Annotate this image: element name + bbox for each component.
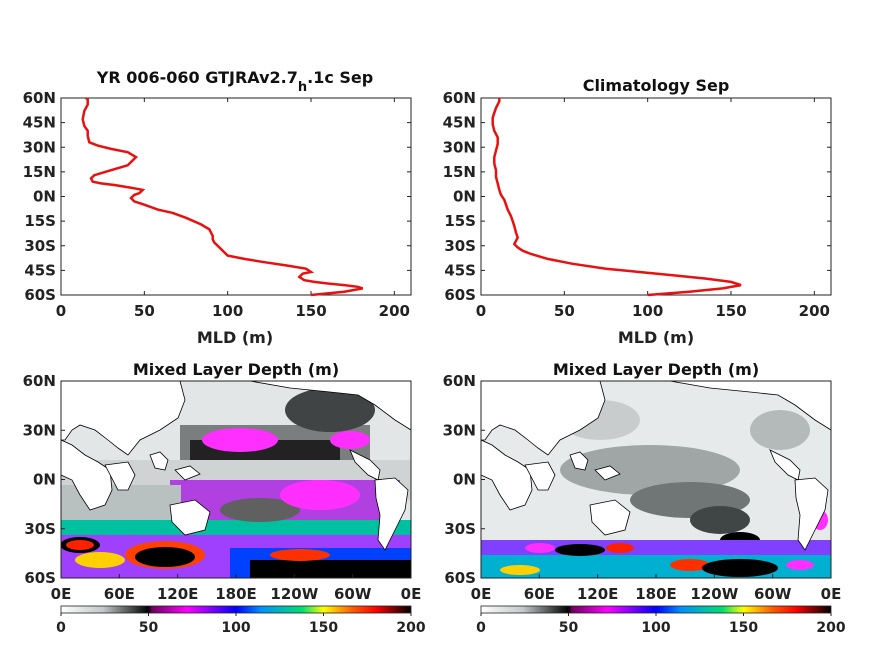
colorbar-tick-label: 100 [221, 620, 250, 636]
lon-tick-label: 120E [157, 585, 199, 603]
colorbar-tick-label: 0 [476, 620, 486, 636]
x-tick-label: 100 [212, 302, 243, 320]
colorbar-tick-label: 50 [559, 620, 579, 636]
lat-tick-label: 30S [444, 520, 476, 538]
y-tick-label: 45N [443, 114, 476, 132]
x-tick-label: 150 [715, 302, 746, 320]
map-title: Mixed Layer Depth (m) [553, 360, 759, 379]
plot-area [60, 97, 412, 296]
lat-tick-label: 60S [444, 569, 476, 587]
y-tick-label: 15S [444, 212, 476, 230]
y-tick-label: 60N [443, 89, 476, 107]
y-tick-label: 45N [23, 114, 56, 132]
lat-tick-label: 0N [453, 471, 476, 489]
x-tick-label: 100 [632, 302, 663, 320]
colorbar-tick-label: 200 [816, 620, 845, 636]
y-tick-label: 30N [23, 138, 56, 156]
lat-tick-label: 30N [443, 421, 476, 439]
x-tick-label: 150 [295, 302, 326, 320]
lon-tick-label: 0E [821, 585, 842, 603]
map-title: Mixed Layer Depth (m) [133, 360, 339, 379]
chart-title: Climatology Sep [583, 76, 730, 95]
land-mask [61, 381, 411, 551]
y-tick-label: 0N [33, 188, 56, 206]
x-tick-label: 50 [134, 302, 155, 320]
mld-map [481, 381, 831, 578]
land-mask [481, 381, 831, 551]
lon-tick-label: 120W [270, 585, 318, 603]
lon-tick-label: 60W [334, 585, 372, 603]
lat-tick-label: 60S [24, 569, 56, 587]
lat-tick-label: 30N [23, 421, 56, 439]
y-tick-label: 60S [24, 286, 56, 304]
plot-area [480, 97, 832, 296]
x-tick-label: 200 [379, 302, 410, 320]
x-axis-label: MLD (m) [197, 328, 273, 347]
colorbar-tick-label: 100 [641, 620, 670, 636]
lon-tick-label: 60E [104, 585, 135, 603]
y-tick-label: 30S [24, 237, 56, 255]
y-tick-label: 30S [444, 237, 476, 255]
x-tick-label: 0 [56, 302, 66, 320]
y-tick-label: 30N [443, 138, 476, 156]
colorbar-tick-label: 150 [309, 620, 338, 636]
colorbar-tick-label: 200 [396, 620, 425, 636]
lon-tick-label: 180E [215, 585, 257, 603]
lat-tick-label: 0N [33, 471, 56, 489]
chart-title: YR 006-060 GTJRAv2.7h.1c Sep [96, 68, 373, 95]
colorbar-tick-label: 0 [56, 620, 66, 636]
y-tick-label: 60N [23, 89, 56, 107]
y-tick-label: 15N [23, 163, 56, 181]
lon-tick-label: 60W [754, 585, 792, 603]
lon-tick-label: 0E [471, 585, 492, 603]
lat-tick-label: 60N [23, 372, 56, 390]
mld-line [81, 97, 364, 297]
colorbar-tick-label: 50 [139, 620, 159, 636]
colorbar-tick-label: 150 [729, 620, 758, 636]
x-tick-label: 0 [476, 302, 486, 320]
lon-tick-label: 180E [635, 585, 677, 603]
x-axis-label: MLD (m) [618, 328, 694, 347]
panel-model-profile: YR 006-060 GTJRAv2.7h.1c Sep 0 50 100 150 20… [23, 68, 412, 347]
y-tick-label: 60S [444, 286, 476, 304]
y-tick-label: 45S [444, 261, 476, 279]
panel-climatology-profile: Climatology Sep 0 50 100 150 200 60S 45S 30S 15S… [443, 76, 832, 347]
colorbar [480, 605, 832, 614]
colorbar [60, 605, 412, 614]
lon-tick-label: 60E [524, 585, 555, 603]
lon-tick-label: 120E [577, 585, 619, 603]
panel-model-map: Mixed Layer Depth (m) [23, 360, 426, 636]
mld-map [61, 381, 411, 578]
lon-tick-label: 0E [401, 585, 422, 603]
y-tick-label: 0N [453, 188, 476, 206]
y-tick-label: 15S [24, 212, 56, 230]
y-tick-label: 45S [24, 261, 56, 279]
lon-tick-label: 0E [51, 585, 72, 603]
lat-tick-label: 60N [443, 372, 476, 390]
lon-tick-label: 120W [690, 585, 738, 603]
panel-climatology-map: Mixed Layer Depth (m) [443, 360, 846, 636]
x-tick-label: 200 [799, 302, 830, 320]
x-tick-label: 50 [554, 302, 575, 320]
mld-line [491, 98, 742, 297]
lat-tick-label: 30S [24, 520, 56, 538]
y-tick-label: 15N [443, 163, 476, 181]
